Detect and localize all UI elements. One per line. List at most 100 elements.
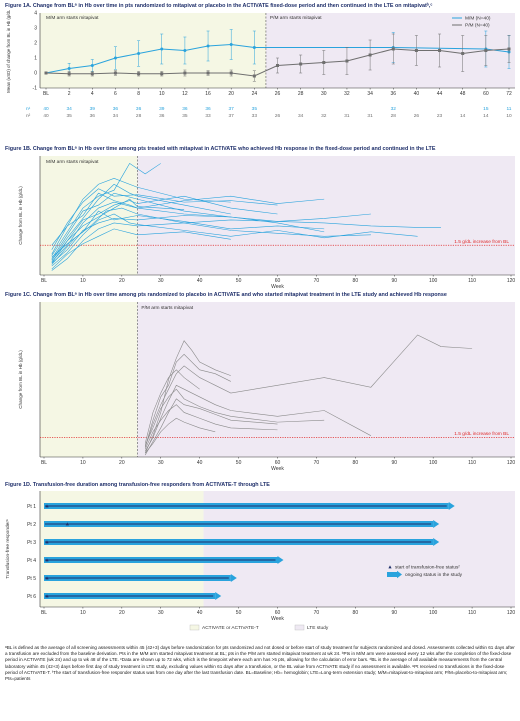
x-tick-label: 10 [80, 460, 86, 466]
annotation: M/M arm starts mitapivat [46, 159, 99, 165]
n-value: 36 [159, 113, 165, 119]
x-tick-label: 70 [314, 278, 320, 284]
reference-label: 1.5 g/dL increase from BL [454, 431, 509, 437]
n-value: 34 [66, 106, 72, 112]
n-value: 34 [113, 113, 119, 119]
shade-lte [203, 491, 515, 607]
y-tick-label: 3 [34, 26, 37, 32]
data-point [391, 47, 395, 51]
n-value: 14 [483, 113, 489, 119]
patient-line-7 [51, 183, 231, 261]
n-value: 36 [90, 113, 96, 119]
shade-activate [40, 491, 204, 607]
legend-activate-label: ACTIVATE or ACTIVATE-T [202, 625, 259, 631]
n-value: 40 [43, 106, 49, 112]
figure-1a-title: Figure 1A. Change from BLᵃ in Hb over ti… [5, 3, 433, 9]
x-tick-label: 10 [80, 610, 86, 616]
row-label: Pt 1 [27, 504, 36, 510]
x-tick-label: 110 [468, 278, 476, 284]
x-tick-label: 40 [197, 278, 203, 284]
x-tick-label: 72 [506, 91, 512, 97]
x-tick-label: 44 [437, 91, 443, 97]
data-point [113, 56, 117, 60]
x-tick-label: 70 [314, 460, 320, 466]
x-tick-label: 80 [353, 278, 359, 284]
x-tick-label: 110 [468, 610, 476, 616]
x-tick-label: 50 [236, 610, 242, 616]
data-point [137, 72, 141, 76]
x-tick-label: 10 [159, 91, 165, 97]
figure-1c-title: Figure 1C. Change from BLᵃ in Hb over ti… [5, 292, 447, 298]
patient-line-5 [144, 369, 200, 444]
n-value: 28 [391, 113, 397, 119]
n-value: 32 [321, 113, 327, 119]
n-value: 39 [159, 106, 165, 112]
x-tick-label: 110 [468, 460, 476, 466]
shade-lte [137, 156, 515, 275]
x-tick-label: 30 [158, 278, 164, 284]
x-tick-label: 30 [321, 91, 327, 97]
data-point [67, 72, 71, 76]
row-label: Pt 3 [27, 540, 36, 546]
x-tick-label: 120 [507, 460, 516, 466]
n-value: 32 [391, 106, 397, 112]
n-value: 26 [414, 113, 420, 119]
n-value: 23 [437, 113, 443, 119]
n-value: 26 [275, 113, 281, 119]
n-value: 31 [367, 113, 373, 119]
n-value: 37 [229, 106, 235, 112]
n-value: 14 [460, 113, 466, 119]
n-value: 28 [136, 113, 142, 119]
x-tick-label: 2 [68, 91, 71, 97]
legend-activate-swatch [189, 624, 200, 631]
x-tick-label: 28 [298, 91, 304, 97]
patient-line-6 [51, 219, 441, 271]
figure-1c-chart: P/M arm starts mitapivat Change from BL i… [18, 302, 516, 472]
data-point [484, 49, 488, 52]
x-tick-label: 90 [391, 610, 397, 616]
x-tick-label: 26 [275, 91, 281, 97]
data-point [368, 53, 372, 57]
x-tick-label: 100 [429, 278, 438, 284]
patient-line-13 [51, 188, 278, 250]
y-axis-label: Change from BL in Hb (g/dL) [18, 350, 23, 409]
x-tick-label: 50 [236, 460, 242, 466]
n-value: 40 [43, 113, 49, 119]
data-point [113, 71, 117, 75]
row-label: Pt 6 [27, 594, 36, 600]
patient-line-6 [144, 404, 278, 450]
n-value: 15 [483, 106, 489, 112]
y-axis-label: Change from BL in Hb (g/dL) [18, 186, 23, 245]
x-tick-label: 34 [367, 91, 373, 97]
figure-1d-chart: Transfusion-free responderᵉ Pt 1 Pt 2 Pt 3 P… [5, 491, 515, 631]
start-marker [45, 576, 49, 580]
x-tick-label: 24 [252, 91, 258, 97]
data-point [252, 74, 256, 78]
x-tick-label: 120 [507, 278, 516, 284]
ongoing-arrow [230, 574, 237, 582]
patient-line-14 [51, 198, 185, 264]
x-tick-label: BL [41, 278, 47, 284]
x-axis-label: Week [271, 284, 284, 290]
data-point [44, 71, 48, 75]
n-row-label: n² [26, 113, 31, 119]
x-tick-label: 60 [275, 278, 281, 284]
row-label: Pt 2 [27, 522, 36, 528]
legend-start-marker [388, 565, 392, 569]
data-point [160, 72, 164, 76]
ongoing-arrow [433, 538, 440, 546]
footnote: ᵃBL is defined as the average of all scr… [5, 645, 515, 682]
shade-lte [137, 302, 515, 457]
x-tick-label: 8 [137, 91, 140, 97]
legend-lte-label: LTE study [307, 625, 329, 631]
legend-start-label: start of transfusion-free statusᶠ [395, 565, 460, 571]
x-tick-label: 40 [197, 460, 203, 466]
patient-line-8 [144, 417, 216, 454]
row-label: Pt 5 [27, 576, 36, 582]
x-tick-label: 20 [119, 460, 125, 466]
annotation: P/M arm starts mitapivat [141, 305, 193, 311]
x-tick-label: BL [41, 610, 47, 616]
x-tick-label: 70 [314, 610, 320, 616]
